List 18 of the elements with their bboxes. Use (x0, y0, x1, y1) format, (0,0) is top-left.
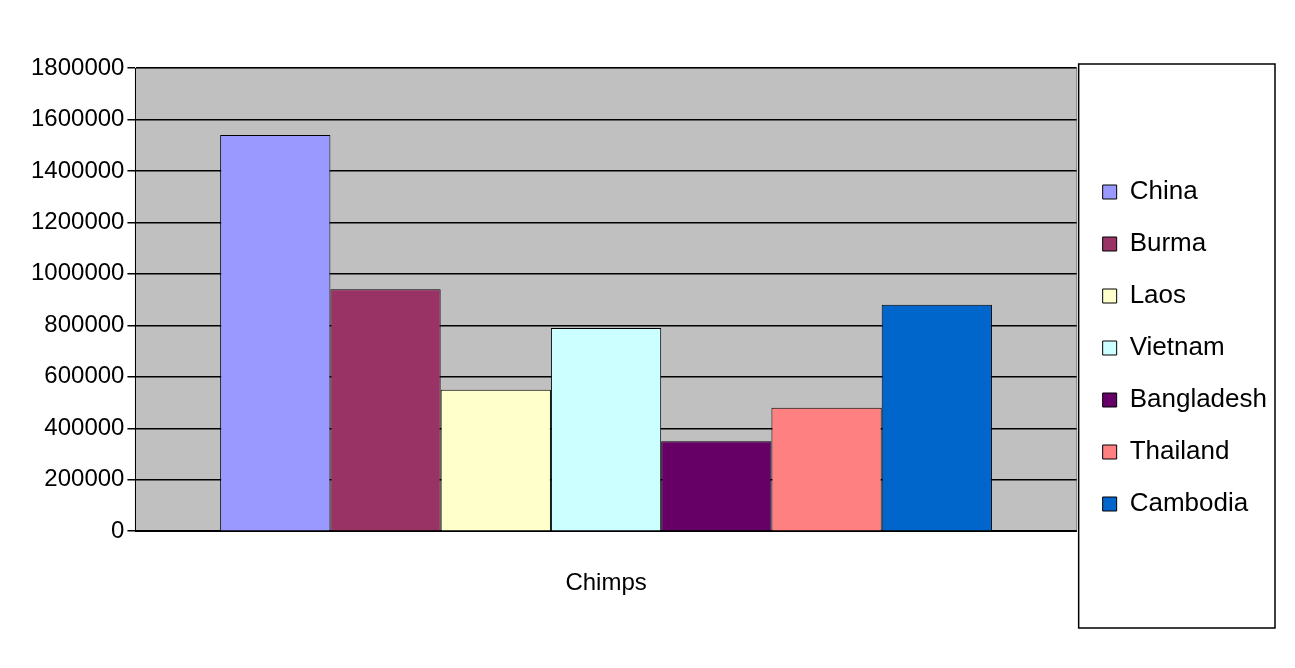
y-tick-label: 1800000 (31, 52, 125, 80)
legend-label: Vietnam (1129, 331, 1225, 362)
y-tick-label: 600000 (44, 361, 125, 389)
legend-label: Cambodia (1129, 487, 1249, 518)
y-tick-label: 1400000 (31, 155, 125, 183)
y-tick-label: 800000 (44, 309, 125, 337)
y-tick-label: 200000 (44, 464, 125, 492)
legend-label: Laos (1129, 279, 1187, 310)
x-tick-label: Chimps (565, 568, 647, 596)
y-tick-label: 1600000 (31, 104, 125, 132)
legend-label: Bangladesh (1129, 383, 1268, 414)
legend-label: Thailand (1129, 435, 1230, 466)
legend-label: Burma (1129, 227, 1207, 258)
y-tick-label: 0 (111, 515, 125, 543)
legend-label: China (1129, 175, 1199, 206)
y-tick-label: 1000000 (31, 258, 125, 286)
y-tick-label: 400000 (44, 412, 125, 440)
y-tick-label: 1200000 (31, 207, 125, 235)
